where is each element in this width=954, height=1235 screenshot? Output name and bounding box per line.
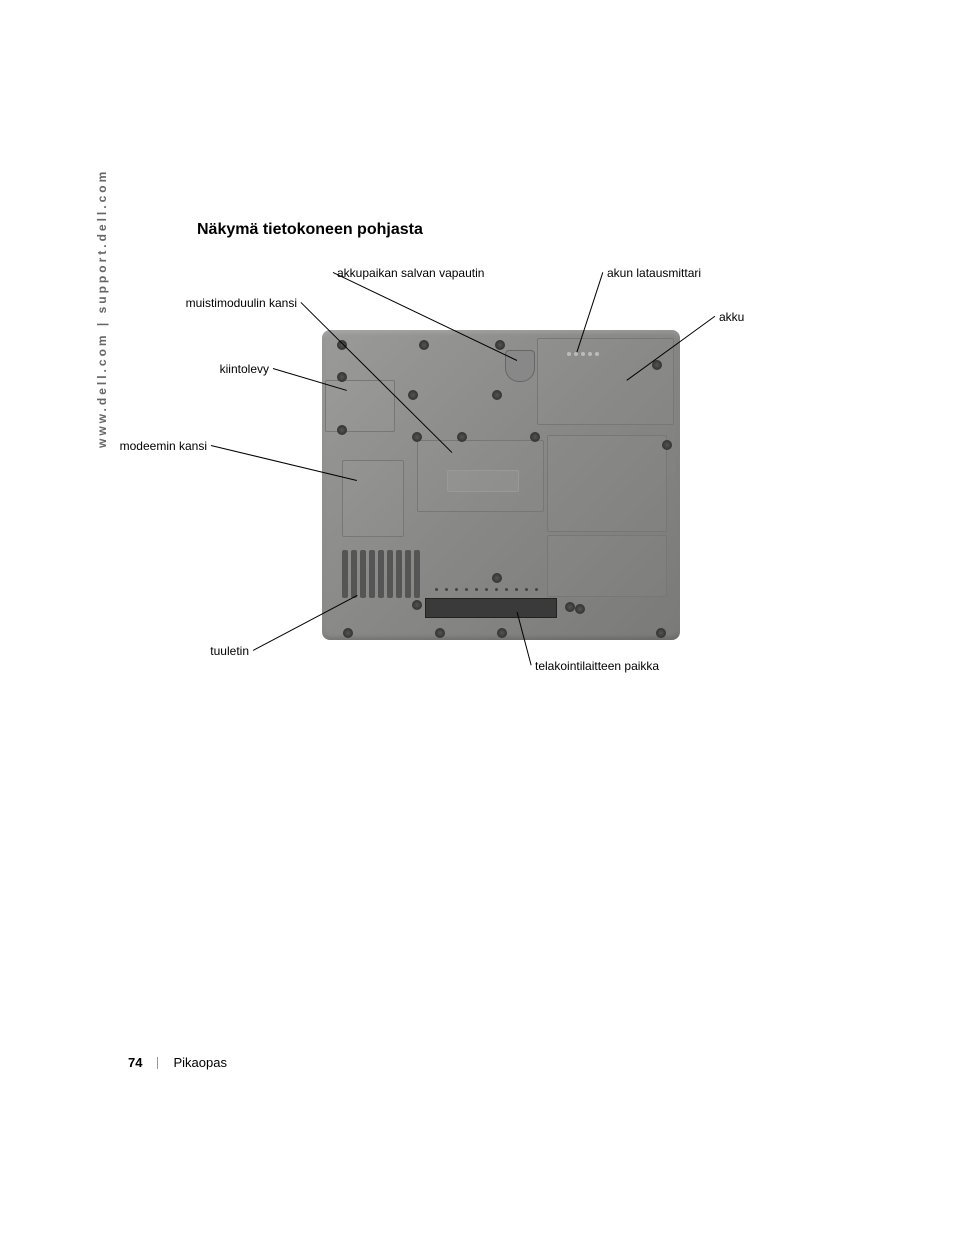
screw — [497, 628, 507, 638]
screw — [662, 440, 672, 450]
screw — [492, 390, 502, 400]
screw — [575, 604, 585, 614]
dock-pin — [525, 588, 528, 591]
panel-hdd — [325, 380, 395, 432]
docking-connector — [425, 598, 557, 618]
callout-label-battery-latch: akkupaikan salvan vapautin — [337, 266, 484, 280]
vent-slot — [342, 550, 348, 598]
callout-label-fan: tuuletin — [210, 644, 249, 658]
screw — [495, 340, 505, 350]
vent-slot — [369, 550, 375, 598]
charge-dot — [567, 352, 571, 356]
dock-pin — [435, 588, 438, 591]
footer-separator — [157, 1057, 158, 1069]
callout-label-memory-cover: muistimoduulin kansi — [186, 296, 297, 310]
vent-slot — [414, 550, 420, 598]
section-heading: Näkymä tietokoneen pohjasta — [197, 221, 423, 239]
panel-modem — [342, 460, 404, 537]
dock-pin — [505, 588, 508, 591]
page-footer: 74 Pikaopas — [128, 1055, 227, 1070]
panel-region1 — [547, 435, 667, 532]
screw — [492, 573, 502, 583]
callout-label-hard-drive: kiintolevy — [220, 362, 269, 376]
screw — [457, 432, 467, 442]
vent-slot — [405, 550, 411, 598]
screw — [337, 425, 347, 435]
screw — [530, 432, 540, 442]
vent-slot — [351, 550, 357, 598]
screw — [419, 340, 429, 350]
callout-label-modem-cover: modeemin kansi — [120, 439, 207, 453]
charge-dot — [574, 352, 578, 356]
charge-gauge-dots — [567, 352, 599, 356]
callout-label-docking-slot: telakointilaitteen paikka — [535, 659, 659, 673]
vent-slot — [396, 550, 402, 598]
vent-slot — [360, 550, 366, 598]
dock-pin — [465, 588, 468, 591]
screw — [408, 390, 418, 400]
screw — [337, 372, 347, 382]
charge-dot — [595, 352, 599, 356]
dock-pin — [455, 588, 458, 591]
dock-pins — [435, 588, 538, 591]
vent-slot — [387, 550, 393, 598]
memory-label-plate — [447, 470, 519, 492]
fan-vents — [342, 550, 420, 598]
screw — [337, 340, 347, 350]
bottom-view-diagram: akkupaikan salvan vapautin akun latausmit… — [197, 260, 817, 690]
panel-battery — [537, 338, 674, 425]
screw — [565, 602, 575, 612]
battery-latch-release — [505, 350, 535, 382]
footer-section: Pikaopas — [173, 1055, 226, 1070]
sidebar-url: www.dell.com | support.dell.com — [95, 169, 109, 448]
screw — [652, 360, 662, 370]
vent-slot — [378, 550, 384, 598]
screw — [656, 628, 666, 638]
callout-label-charge-gauge: akun latausmittari — [607, 266, 701, 280]
screw — [412, 432, 422, 442]
panel-region2 — [547, 535, 667, 597]
dock-pin — [515, 588, 518, 591]
callout-label-battery: akku — [719, 310, 744, 324]
dock-pin — [495, 588, 498, 591]
charge-dot — [588, 352, 592, 356]
page-number: 74 — [128, 1055, 142, 1070]
charge-dot — [581, 352, 585, 356]
dock-pin — [485, 588, 488, 591]
screw — [412, 600, 422, 610]
dock-pin — [445, 588, 448, 591]
dock-pin — [475, 588, 478, 591]
screw — [435, 628, 445, 638]
screw — [343, 628, 353, 638]
dock-pin — [535, 588, 538, 591]
